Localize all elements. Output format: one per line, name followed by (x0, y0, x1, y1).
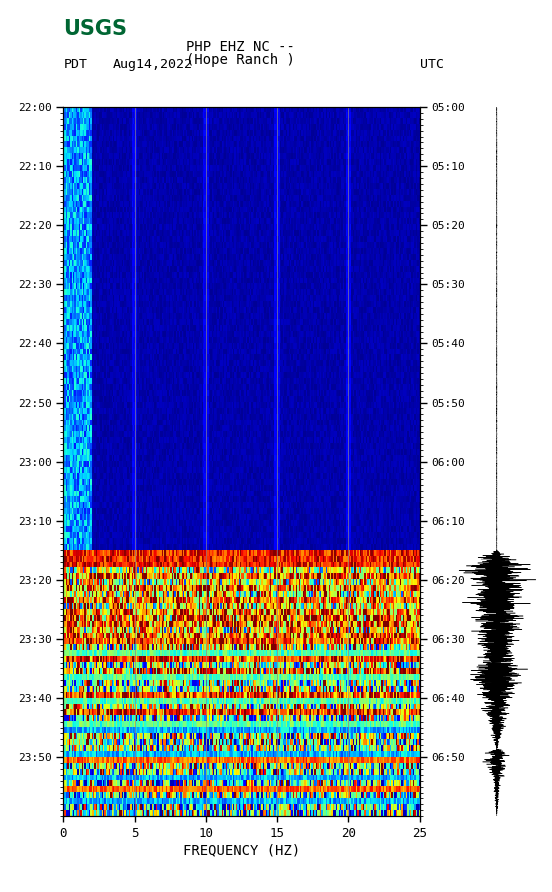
Text: (Hope Ranch ): (Hope Ranch ) (185, 53, 295, 67)
X-axis label: FREQUENCY (HZ): FREQUENCY (HZ) (183, 844, 300, 858)
Text: PHP EHZ NC --: PHP EHZ NC -- (185, 39, 295, 54)
Text: USGS: USGS (63, 19, 128, 38)
Text: Aug14,2022: Aug14,2022 (113, 58, 193, 71)
Text: PDT: PDT (63, 58, 87, 71)
Text: UTC: UTC (420, 58, 443, 71)
